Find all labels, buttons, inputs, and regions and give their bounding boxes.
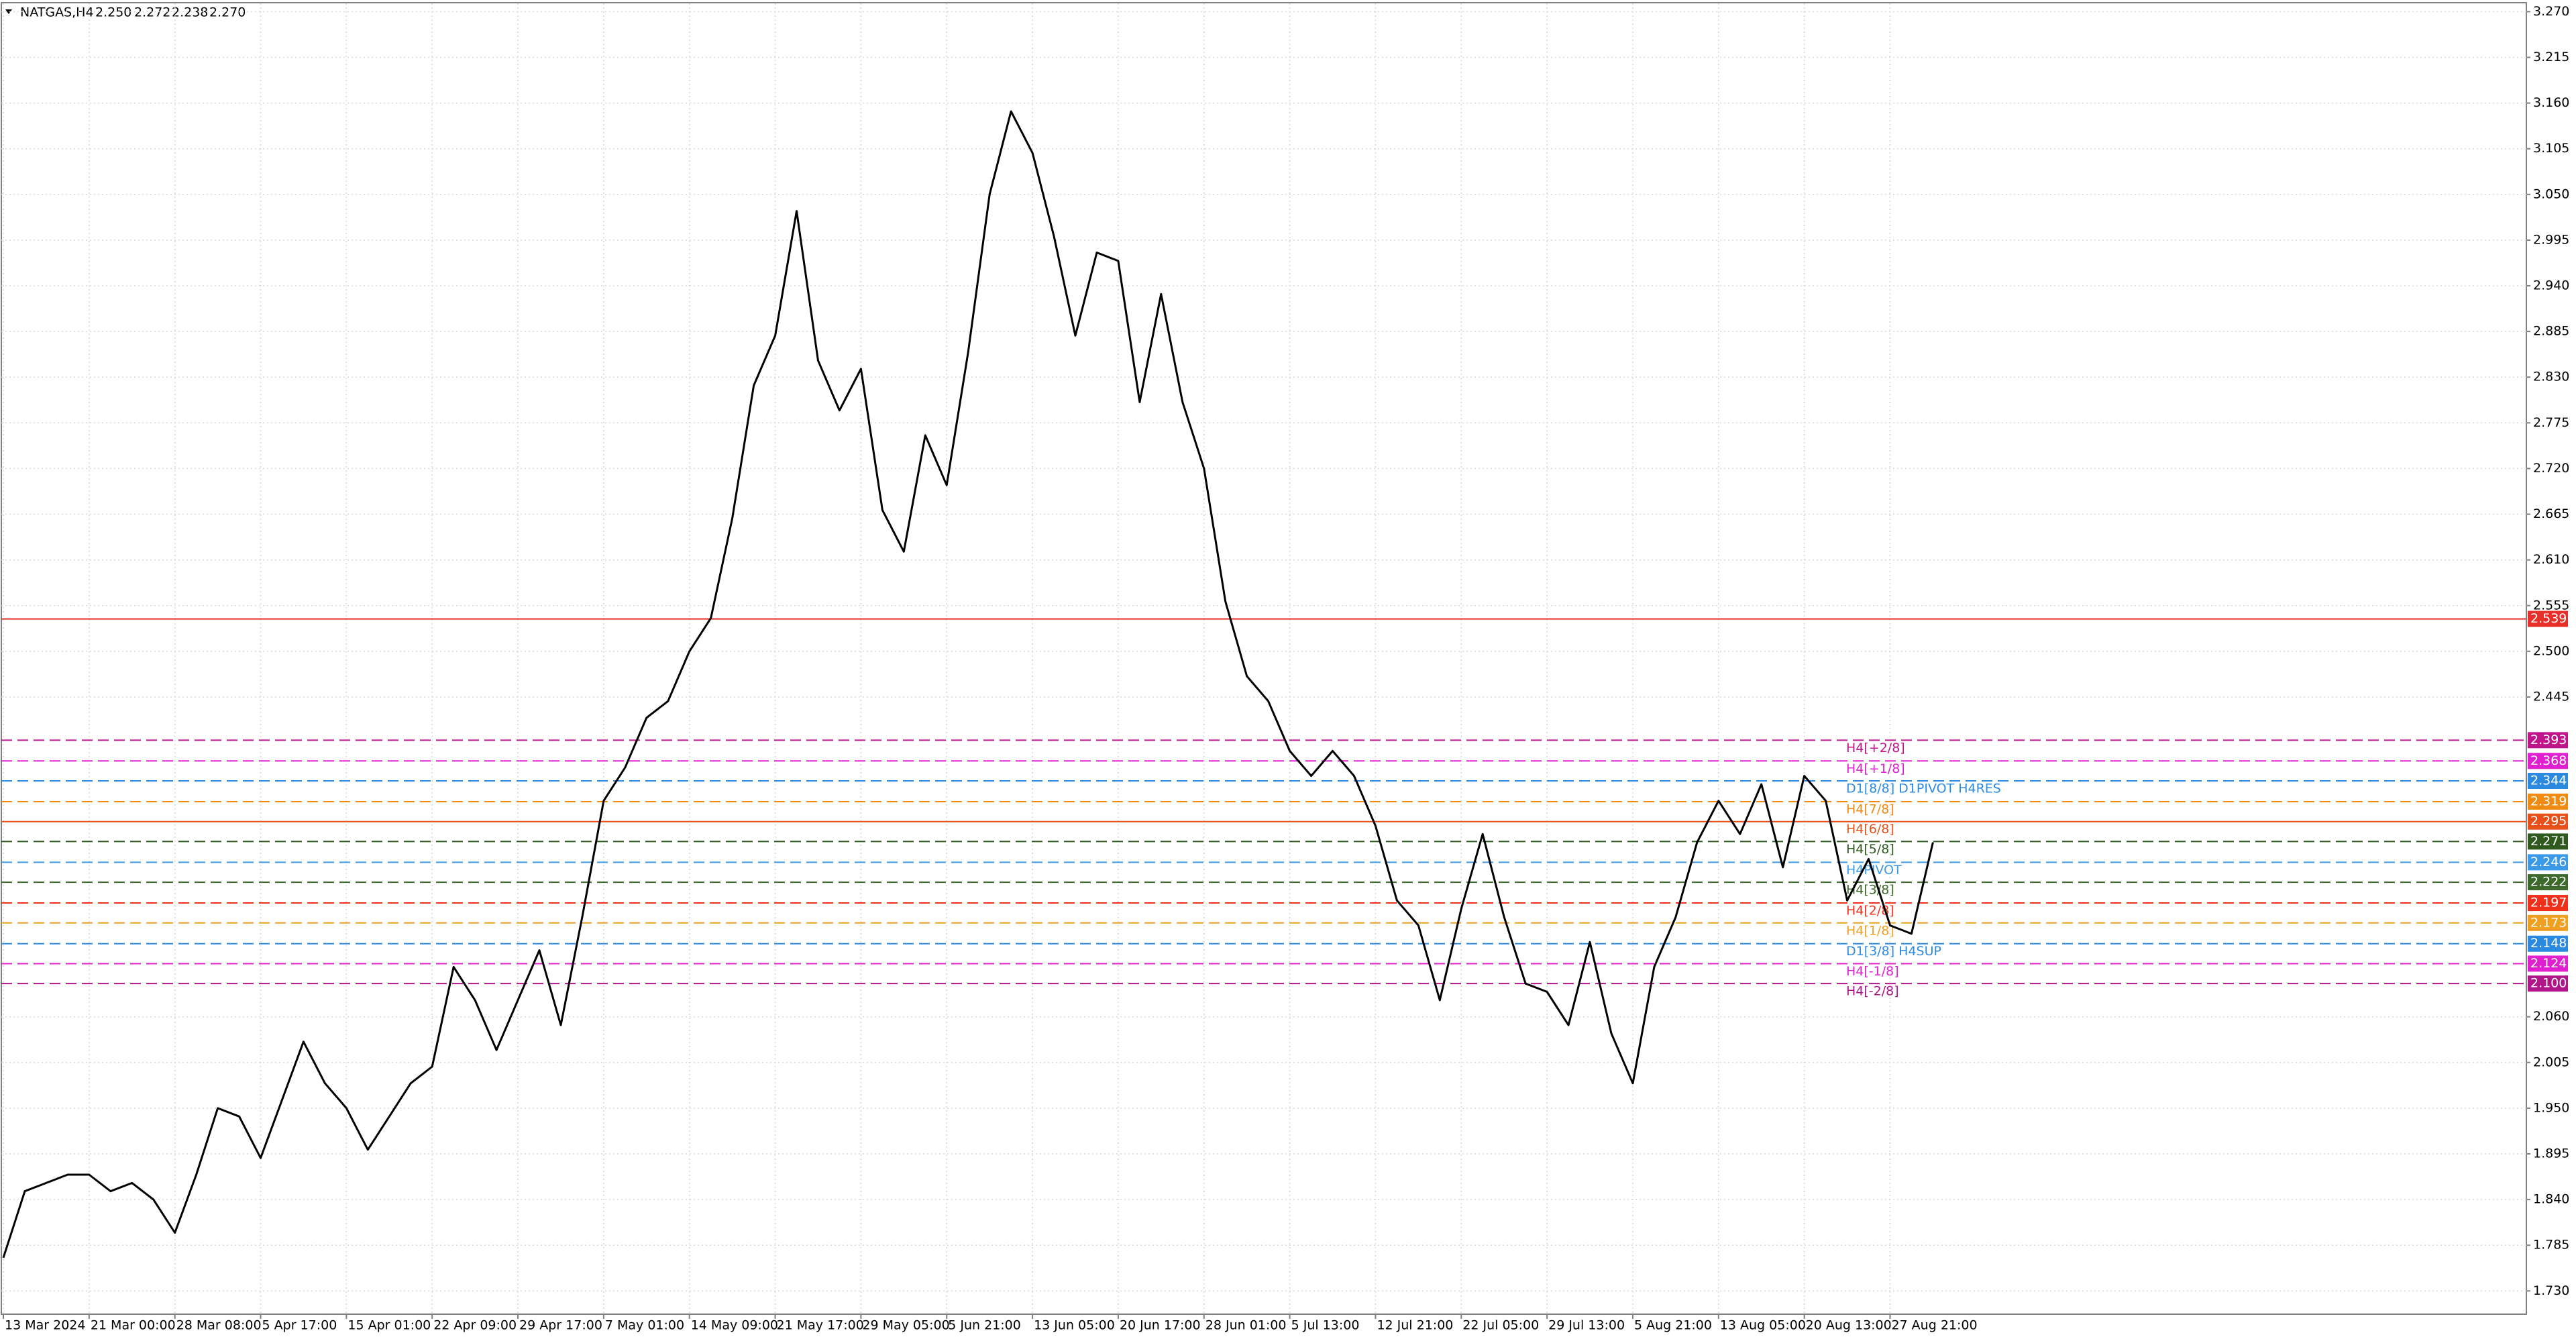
symbol: NATGAS,H4 — [20, 5, 94, 20]
x-tick-label: 13 Aug 05:00 — [1720, 1318, 1806, 1333]
x-tick-label: 29 Apr 17:00 — [519, 1318, 602, 1333]
price-badge-label: 2.173 — [2530, 915, 2567, 930]
price-badge-label: 2.271 — [2530, 834, 2567, 849]
price-line — [2, 110, 1934, 1258]
price-badge — [2528, 895, 2568, 912]
menu-arrow[interactable] — [5, 9, 12, 14]
x-tick-label: 14 May 09:00 — [691, 1318, 778, 1333]
x-tick-label: 15 Apr 01:00 — [347, 1318, 431, 1333]
price-badge — [2528, 773, 2568, 790]
level-label: H4[7/8] — [1846, 802, 1894, 816]
x-tick-label: 28 Mar 08:00 — [176, 1318, 262, 1333]
y-tick-label: 3.160 — [2533, 95, 2569, 110]
price-badge-label: 2.148 — [2530, 936, 2567, 951]
x-tick-label: 5 Jul 13:00 — [1291, 1318, 1360, 1333]
y-tick-label: 3.105 — [2533, 141, 2569, 156]
y-tick-label: 1.730 — [2533, 1283, 2569, 1298]
level-label: H4[+1/8] — [1846, 761, 1905, 776]
y-tick-label: 1.785 — [2533, 1238, 2569, 1252]
level-label: H4[1/8] — [1846, 923, 1894, 938]
x-tick-label: 29 Jul 13:00 — [1548, 1318, 1625, 1333]
level-label: H4[6/8] — [1846, 822, 1894, 837]
x-tick-label: 27 Aug 21:00 — [1891, 1318, 1977, 1333]
price-badge-label: 2.124 — [2530, 956, 2567, 971]
y-tick-label: 3.050 — [2533, 186, 2569, 201]
price-badge-label: 2.319 — [2530, 794, 2567, 808]
x-tick-label: 29 May 05:00 — [862, 1318, 949, 1333]
price-badge-label: 2.222 — [2530, 875, 2567, 890]
level-label: D1[3/8] H4SUP — [1846, 944, 1941, 959]
x-tick-label: 13 Mar 2024 — [5, 1318, 85, 1333]
y-tick-label: 2.445 — [2533, 689, 2569, 704]
ohlc-high: 2.272 — [134, 5, 170, 20]
y-tick-label: 3.215 — [2533, 50, 2569, 64]
x-tick-label: 5 Apr 17:00 — [262, 1318, 337, 1333]
price-badge-label: 2.246 — [2530, 855, 2567, 869]
y-tick-label: 2.775 — [2533, 415, 2569, 430]
y-tick-label: 2.940 — [2533, 278, 2569, 293]
plot-frame — [1, 2, 2527, 1315]
level-label: H4[3/8] — [1846, 883, 1894, 898]
x-tick-label: 5 Jun 21:00 — [948, 1318, 1021, 1333]
x-tick-label: 21 May 17:00 — [777, 1318, 864, 1333]
price-badge — [2528, 610, 2568, 627]
price-badge — [2528, 793, 2568, 810]
price-badge — [2528, 975, 2568, 992]
x-tick-label: 20 Jun 17:00 — [1120, 1318, 1201, 1333]
y-tick-label: 2.610 — [2533, 552, 2569, 567]
y-tick-label: 2.885 — [2533, 324, 2569, 339]
price-badge — [2528, 854, 2568, 871]
price-badge-label: 2.539 — [2530, 611, 2567, 626]
x-tick-label: 5 Aug 21:00 — [1634, 1318, 1712, 1333]
x-tick-label: 12 Jul 21:00 — [1377, 1318, 1453, 1333]
ohlc-close: 2.270 — [209, 5, 246, 20]
y-tick-label: 2.995 — [2533, 232, 2569, 247]
price-badge — [2528, 935, 2568, 952]
level-label: H4[-1/8] — [1846, 964, 1899, 979]
price-badge — [2528, 833, 2568, 850]
x-tick-label: 22 Apr 09:00 — [433, 1318, 517, 1333]
level-label: H4[+2/8] — [1846, 741, 1905, 755]
y-tick-label: 1.840 — [2533, 1192, 2569, 1207]
y-tick-label: 3.270 — [2533, 4, 2569, 19]
price-badge — [2528, 813, 2568, 830]
price-badge-label: 2.295 — [2530, 814, 2567, 828]
ohlc-low: 2.238 — [172, 5, 208, 20]
y-tick-label: 2.830 — [2533, 370, 2569, 384]
price-badge — [2528, 732, 2568, 749]
y-tick-label: 2.555 — [2533, 598, 2569, 612]
x-tick-label: 20 Aug 13:00 — [1806, 1318, 1892, 1333]
price-badge-label: 2.100 — [2530, 976, 2567, 991]
price-badge-label: 2.197 — [2530, 896, 2567, 910]
price-badge-label: 2.393 — [2530, 733, 2567, 747]
x-tick-label: 13 Jun 05:00 — [1034, 1318, 1115, 1333]
y-tick-label: 2.060 — [2533, 1009, 2569, 1024]
y-tick-label: 1.895 — [2533, 1146, 2569, 1161]
y-tick-label: 1.950 — [2533, 1100, 2569, 1115]
x-tick-label: 22 Jul 05:00 — [1462, 1318, 1539, 1333]
level-label: D1[8/8] D1PIVOT H4RES — [1846, 782, 2001, 796]
level-label: H4[5/8] — [1846, 842, 1894, 857]
x-tick-label: 7 May 01:00 — [605, 1318, 684, 1333]
x-tick-label: 28 Jun 01:00 — [1205, 1318, 1287, 1333]
price-badge — [2528, 874, 2568, 891]
y-tick-label: 2.005 — [2533, 1055, 2569, 1069]
price-badge-label: 2.368 — [2530, 753, 2567, 768]
price-badge — [2528, 753, 2568, 769]
ohlc-open: 2.250 — [95, 5, 131, 20]
x-tick-label: 21 Mar 00:00 — [91, 1318, 176, 1333]
price-badge — [2528, 914, 2568, 931]
y-tick-label: 2.720 — [2533, 461, 2569, 476]
level-label: H4[-2/8] — [1846, 984, 1899, 999]
y-tick-label: 2.500 — [2533, 643, 2569, 658]
y-tick-label: 2.665 — [2533, 506, 2569, 521]
price-badge-label: 2.344 — [2530, 773, 2567, 788]
level-label: H4[2/8] — [1846, 904, 1894, 918]
price-badge — [2528, 955, 2568, 972]
